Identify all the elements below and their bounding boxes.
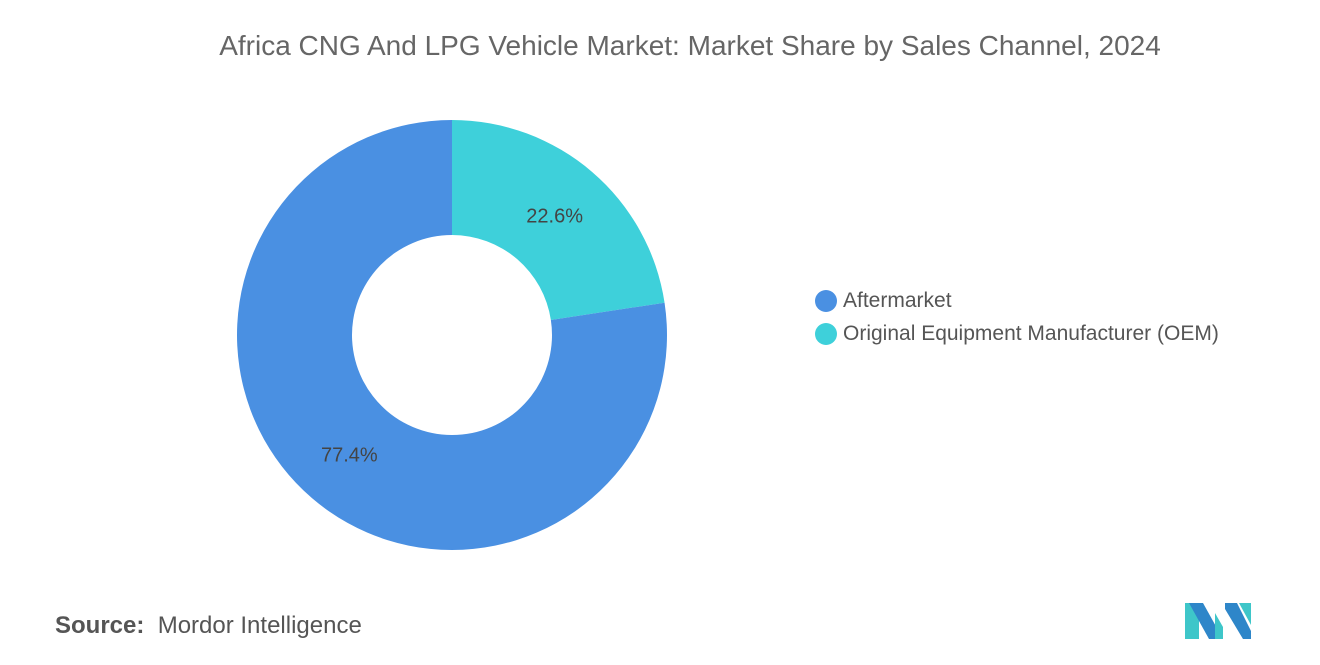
source-note: Source: Mordor Intelligence (55, 612, 362, 640)
slice-aftermarket (236, 120, 668, 550)
legend-label: Aftermarket (843, 288, 952, 312)
legend-label: Original Equipment Manufacturer (OEM) (843, 321, 1219, 345)
legend-item-aftermarket: Aftermarket (815, 284, 1219, 317)
legend-swatch (815, 289, 837, 312)
chart-title: Africa CNG And LPG Vehicle Market: Marke… (219, 30, 1161, 61)
mordor-logo (1185, 603, 1251, 639)
slice-oem (452, 120, 665, 320)
legend-swatch (815, 322, 837, 345)
data-label: 22.6% (526, 206, 583, 228)
legend-item-oem: Original Equipment Manufacturer (OEM) (815, 317, 1219, 350)
data-label: 77.4% (321, 444, 378, 466)
source-label: Source: (55, 612, 145, 639)
source-value: Mordor Intelligence (157, 612, 362, 639)
legend: Aftermarket Original Equipment Manufactu… (815, 284, 1219, 350)
